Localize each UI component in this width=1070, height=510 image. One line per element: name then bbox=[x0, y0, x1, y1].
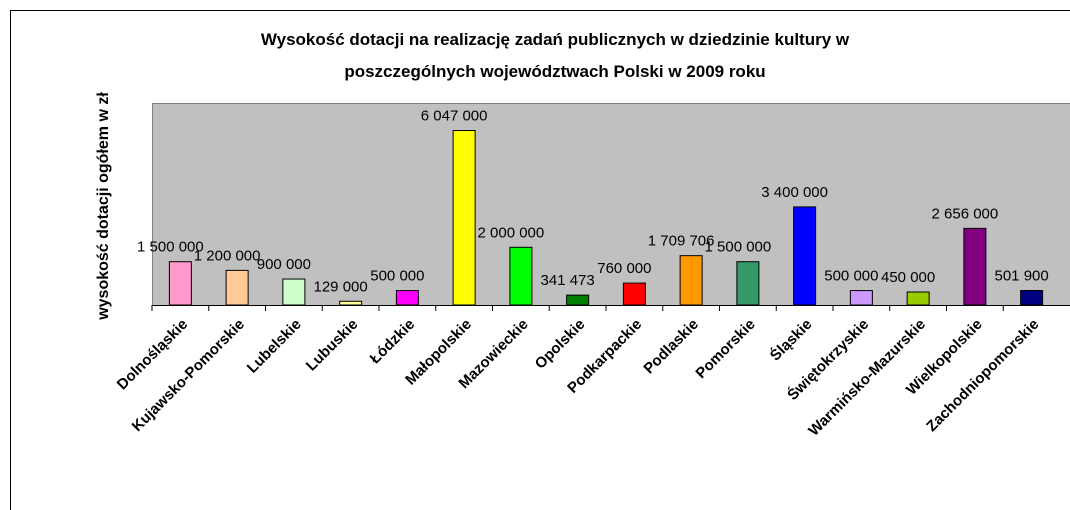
bar bbox=[395, 290, 419, 306]
data-label: 1 709 706 bbox=[648, 233, 715, 250]
bar bbox=[906, 291, 930, 306]
data-label: 6 047 000 bbox=[421, 108, 488, 125]
bar bbox=[225, 269, 249, 306]
bar bbox=[509, 246, 533, 306]
chart-title: Wysokość dotacji na realizację zadań pub… bbox=[261, 30, 850, 49]
data-label: 500 000 bbox=[824, 268, 878, 285]
bar bbox=[679, 255, 703, 306]
bar bbox=[566, 294, 590, 306]
data-label: 500 000 bbox=[370, 268, 424, 285]
data-label: 2 656 000 bbox=[932, 205, 999, 222]
bar bbox=[622, 282, 646, 306]
chart-title: poszczególnych województwach Polski w 20… bbox=[344, 62, 765, 81]
bar bbox=[452, 130, 476, 306]
data-label: 760 000 bbox=[597, 260, 651, 277]
bar bbox=[963, 227, 987, 306]
data-label: 501 900 bbox=[995, 268, 1049, 285]
bar bbox=[793, 206, 817, 306]
data-label: 450 000 bbox=[881, 269, 935, 286]
data-label: 1 500 000 bbox=[705, 239, 772, 256]
data-label: 3 400 000 bbox=[761, 184, 828, 201]
bar bbox=[168, 261, 192, 306]
bar bbox=[339, 300, 363, 306]
bar bbox=[282, 278, 306, 306]
y-axis-label: wysokość dotacji ogółem w zł bbox=[95, 92, 112, 321]
data-label: 129 000 bbox=[314, 278, 368, 295]
data-label: 1 200 000 bbox=[194, 247, 261, 264]
bar bbox=[736, 261, 760, 306]
plot-area bbox=[152, 103, 1070, 306]
data-label: 341 473 bbox=[541, 272, 595, 289]
bar bbox=[849, 290, 873, 306]
data-label: 1 500 000 bbox=[137, 239, 204, 256]
data-label: 900 000 bbox=[257, 256, 311, 273]
bar bbox=[1020, 290, 1044, 306]
data-label: 2 000 000 bbox=[478, 224, 545, 241]
